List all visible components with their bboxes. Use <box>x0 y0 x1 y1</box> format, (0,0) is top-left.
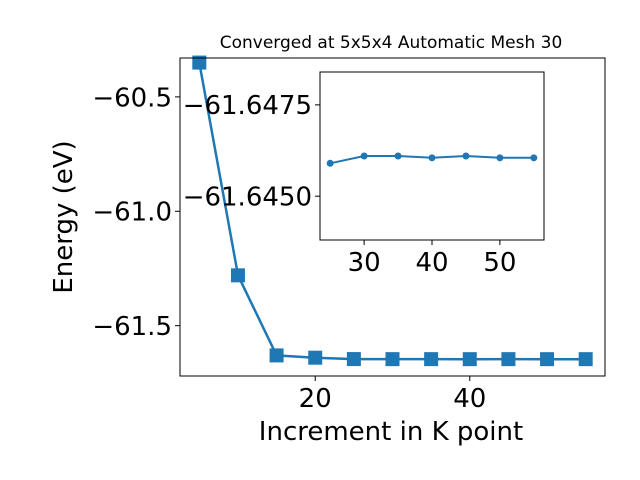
main-chart: 20 40 −60.5−61.0−61.5 Converged at 5x5x4 … <box>49 33 606 447</box>
main-chart-title: Converged at 5x5x4 Automatic Mesh 30 <box>220 33 563 53</box>
main-data-point <box>308 350 323 365</box>
main-axes-frame <box>179 57 606 377</box>
main-y-tick-label: −61.5 <box>92 312 172 342</box>
main-x-tick-label: 20 <box>299 384 332 414</box>
main-data-point <box>385 352 400 367</box>
main-x-axis: 20 40 <box>299 376 486 414</box>
main-data-point <box>578 352 593 367</box>
inset-x-tick-label: 40 <box>415 248 448 278</box>
inset-data-point <box>394 152 402 160</box>
inset-data-point <box>360 152 368 160</box>
inset-chart: 30 40 50 −61.6475 −61.6450 <box>183 71 545 278</box>
inset-y-axis: −61.6475 −61.6450 <box>183 91 320 213</box>
inset-x-axis: 30 40 50 <box>348 240 516 278</box>
main-data-point <box>346 352 361 367</box>
main-y-axis-label: Energy (eV) <box>49 140 79 293</box>
main-data-point <box>501 352 516 367</box>
inset-data-point <box>326 159 334 167</box>
inset-y-tick-label: −61.6475 <box>183 91 312 121</box>
main-data-point <box>424 352 439 367</box>
inset-data-point <box>428 154 436 162</box>
main-data-point <box>540 352 555 367</box>
main-y-axis: −60.5 −61.0 −61.5 <box>92 83 180 342</box>
main-x-axis-label: Increment in K point <box>259 417 523 447</box>
inset-data-point <box>530 154 538 162</box>
main-y-tick-label: −61.0 <box>92 198 172 228</box>
inset-plot-area <box>326 152 538 167</box>
inset-x-tick-label: 50 <box>483 248 516 278</box>
main-data-point <box>230 268 245 283</box>
main-data-point <box>462 352 477 367</box>
inset-data-point <box>462 152 470 160</box>
main-x-tick-label: 40 <box>453 384 486 414</box>
main-plot-area <box>192 55 593 367</box>
main-data-point <box>269 348 284 363</box>
main-data-point <box>192 55 207 70</box>
inset-y-tick-label: −61.6450 <box>183 183 312 213</box>
inset-data-point <box>496 154 504 162</box>
inset-x-tick-label: 30 <box>348 248 381 278</box>
main-y-tick-label: −60.5 <box>92 83 172 113</box>
